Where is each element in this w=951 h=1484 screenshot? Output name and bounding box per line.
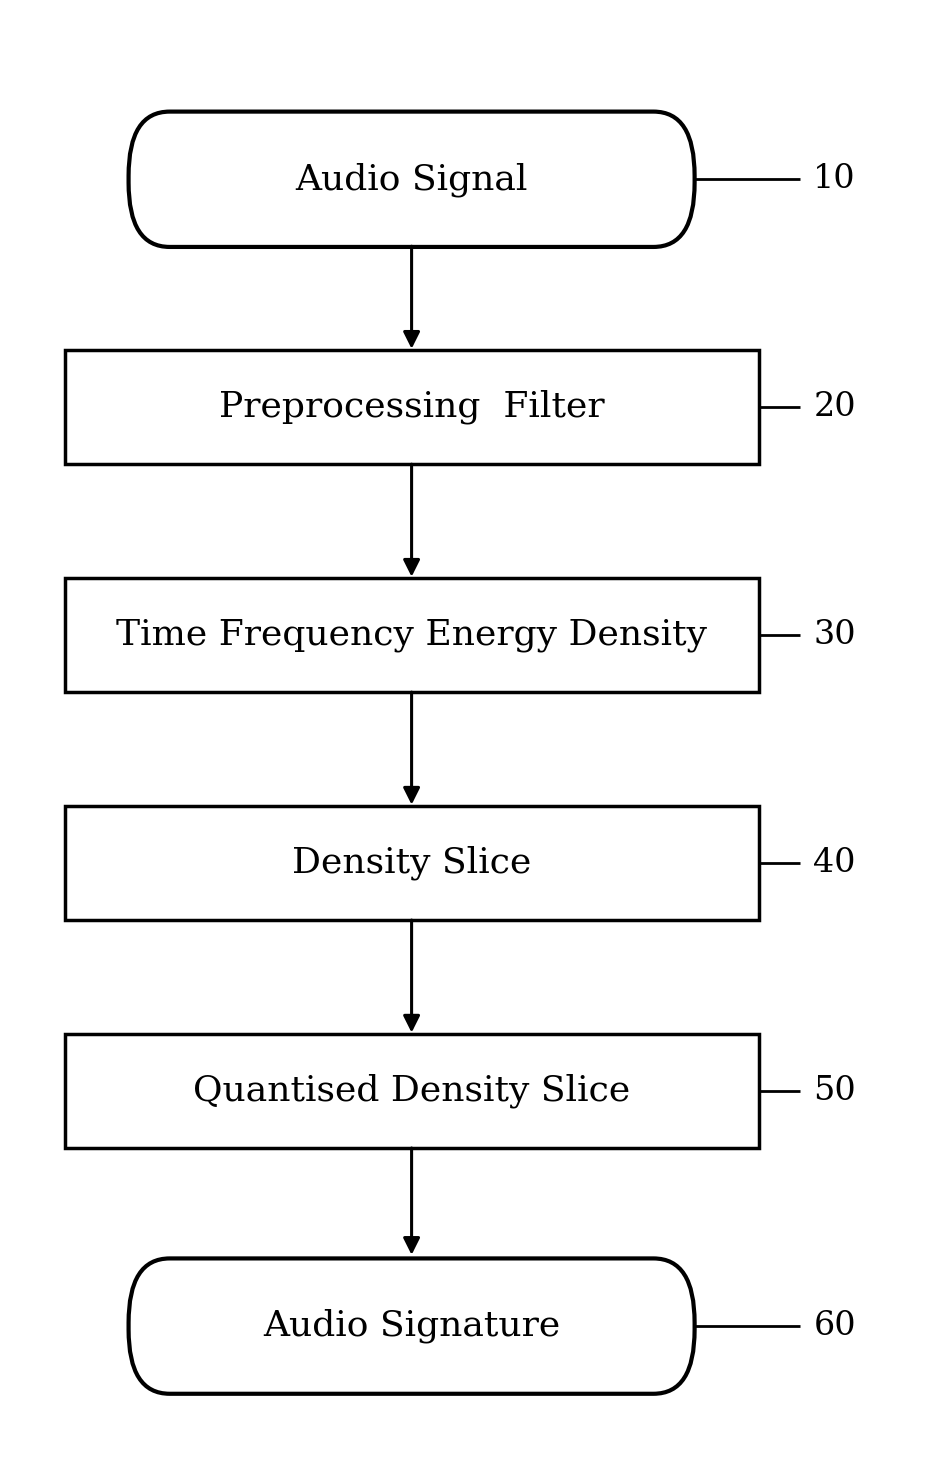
Text: Quantised Density Slice: Quantised Density Slice xyxy=(193,1074,631,1109)
Text: Audio Signal: Audio Signal xyxy=(296,162,528,196)
Text: Density Slice: Density Slice xyxy=(292,846,532,880)
Text: 20: 20 xyxy=(813,392,856,423)
Text: 40: 40 xyxy=(813,847,856,879)
Text: 10: 10 xyxy=(813,163,856,196)
Text: 30: 30 xyxy=(813,619,856,651)
FancyBboxPatch shape xyxy=(65,806,759,920)
FancyBboxPatch shape xyxy=(65,1034,759,1149)
FancyBboxPatch shape xyxy=(128,1258,694,1393)
FancyBboxPatch shape xyxy=(65,579,759,692)
Text: 60: 60 xyxy=(813,1310,856,1342)
Text: Audio Signature: Audio Signature xyxy=(263,1309,560,1343)
FancyBboxPatch shape xyxy=(128,111,694,246)
Text: Preprocessing  Filter: Preprocessing Filter xyxy=(219,390,605,424)
FancyBboxPatch shape xyxy=(65,350,759,464)
Text: Time Frequency Energy Density: Time Frequency Energy Density xyxy=(116,619,708,651)
Text: 50: 50 xyxy=(813,1074,856,1107)
